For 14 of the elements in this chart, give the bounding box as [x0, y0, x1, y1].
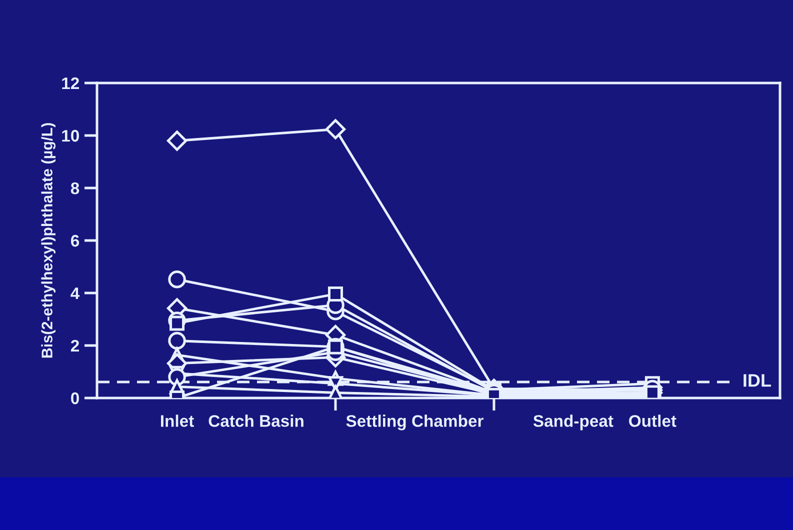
ref-line-label: IDL: [744, 374, 771, 387]
y-tick-label: 10: [62, 130, 79, 142]
y-axis-title: Bis(2-ethylhexyl)phthalate (µg/L): [41, 123, 56, 358]
x-tick-label: Outlet: [629, 414, 676, 427]
y-tick-label: 12: [62, 77, 79, 90]
y-tick-label: 8: [70, 182, 80, 194]
x-tick-label: Settling Chamber: [346, 414, 484, 430]
y-tick-label: 4: [70, 288, 80, 300]
y-tick-label: 2: [70, 340, 79, 352]
x-tick-label: Catch Basin: [208, 414, 304, 427]
y-tick-label: 6: [70, 234, 80, 247]
x-tick-label: Sand-peat: [533, 414, 614, 430]
x-tick-label: Inlet: [161, 414, 194, 427]
y-tick-label: 0: [71, 392, 79, 404]
